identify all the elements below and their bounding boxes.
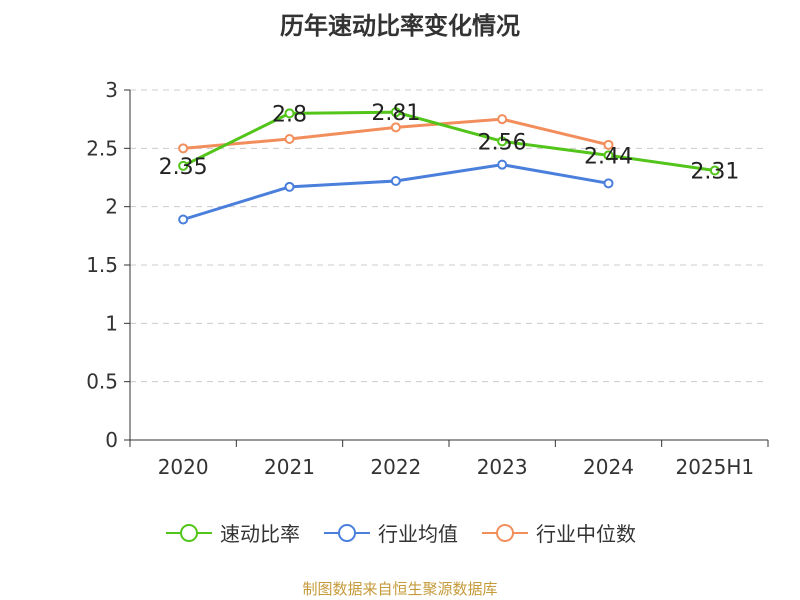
legend-item[interactable]: 行业均值	[322, 518, 458, 547]
y-tick-label: 2	[105, 195, 118, 219]
x-tick-label: 2020	[158, 455, 209, 479]
x-tick-label: 2024	[583, 455, 634, 479]
data-label: 2.35	[159, 155, 208, 180]
data-point	[497, 136, 508, 147]
x-tick-label: 2021	[264, 455, 315, 479]
legend-label: 行业均值	[378, 522, 458, 546]
data-point	[603, 150, 614, 161]
data-label: 2.56	[478, 130, 527, 155]
data-point	[390, 176, 401, 186]
legend-marker-icon	[166, 523, 212, 542]
data-point	[284, 181, 295, 192]
data-label: 2.8	[272, 102, 307, 127]
data-point	[284, 108, 295, 119]
x-tick-label: 2022	[370, 455, 421, 479]
y-tick-label: 0	[105, 428, 118, 452]
chart-legend: 速动比率 行业均值 行业中位数	[0, 518, 800, 547]
y-tick-label: 1.5	[86, 253, 118, 277]
y-tick-label: 2.5	[86, 136, 118, 160]
y-tick-label: 1	[105, 311, 118, 335]
legend-marker-icon	[324, 523, 370, 542]
data-source-note: 制图数据来自恒生聚源数据库	[302, 580, 498, 598]
series-line-1	[182, 163, 609, 221]
data-point	[603, 178, 614, 189]
x-tick-label: 2023	[477, 455, 528, 479]
data-point	[390, 107, 401, 118]
series-line-0	[182, 110, 716, 172]
data-point	[390, 122, 401, 133]
data-point	[178, 214, 189, 225]
data-label: 2.81	[371, 101, 420, 126]
legend-item[interactable]: 速动比率	[164, 518, 300, 547]
data-point	[709, 165, 720, 176]
data-point	[497, 159, 508, 170]
data-label: 2.31	[690, 160, 739, 185]
data-point	[497, 114, 508, 125]
data-point	[178, 143, 189, 154]
data-point	[178, 160, 189, 171]
x-tick-label: 2025H1	[675, 455, 754, 479]
y-tick-label: 0.5	[86, 370, 118, 394]
data-point	[284, 134, 295, 144]
legend-item[interactable]: 行业中位数	[480, 518, 636, 547]
data-point	[603, 139, 614, 150]
legend-label: 速动比率	[220, 522, 300, 546]
y-tick-label: 3	[105, 78, 118, 102]
legend-marker-icon	[482, 523, 528, 542]
chart-title: 历年速动比率变化情况	[280, 12, 520, 40]
data-label: 2.44	[584, 144, 633, 169]
legend-label: 行业中位数	[536, 522, 636, 546]
